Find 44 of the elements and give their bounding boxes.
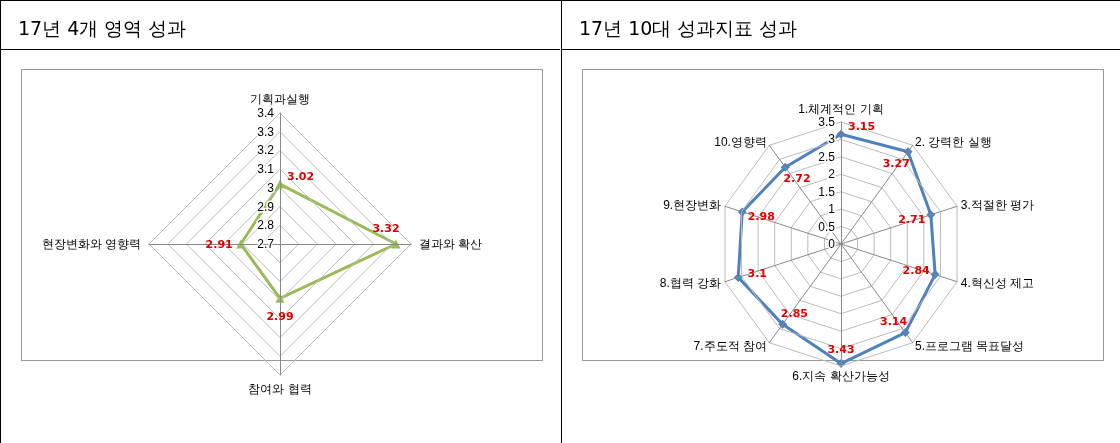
y-tick-label: 2.5 [818,149,836,164]
spoke-label: 기획과실행 [250,92,310,106]
y-tick-label: 3.3 [257,124,275,139]
y-tick-label: 0.5 [818,219,836,234]
data-label: 3.32 [372,221,400,235]
y-tick-label: 1.5 [818,184,836,199]
spoke-label: 현장변화와 영향력 [41,237,141,251]
data-label: 2.98 [747,209,775,223]
data-label: 3.14 [880,314,908,328]
data-label: 2.99 [266,309,294,323]
y-tick-label: 3.4 [257,106,275,120]
data-label: 3.43 [827,343,855,357]
data-label: 2.84 [902,263,931,277]
spoke-label: 1.체계적인 기획 [798,101,884,116]
y-tick-label: 3 [267,180,275,195]
y-tick-label: 3.2 [257,143,275,158]
spoke-label: 7.주도적 참여 [693,338,767,353]
spoke-label: 3.적절한 평가 [960,198,1035,213]
spoke-label: 9.현장변화 [663,198,722,213]
data-label: 3.15 [848,119,876,133]
spoke-label: 5.프로그램 목표달성 [915,338,1025,353]
spoke-label: 참여와 협력 [248,382,312,396]
data-label: 3.02 [287,169,315,183]
data-label: 3.27 [882,156,910,170]
y-tick-label: 0 [828,237,836,251]
data-label: 2.85 [780,306,808,320]
y-tick-label: 2 [828,167,836,182]
spoke-label: 4.혁신성 제고 [960,275,1035,290]
chart-title: 17년 10대 성과지표 성과 [579,16,798,39]
spoke-label: 6.지속 확산가능성 [792,369,890,383]
data-label: 3.1 [747,266,767,280]
spoke-label: 결과와 확산 [419,237,483,251]
y-tick-label: 1 [828,202,836,217]
spoke-label: 8.협력 강화 [659,275,722,290]
y-tick-label: 2.7 [257,237,275,251]
spoke-label: 2. 강력한 실행 [915,135,992,150]
y-tick-label: 3.1 [257,162,275,177]
spoke-label: 10.영향력 [714,135,767,150]
data-label: 2.71 [898,212,926,226]
chart-title: 17년 4개 영역 성과 [18,16,187,39]
y-tick-label: 2.8 [257,218,275,233]
data-label: 2.72 [783,172,811,186]
data-label: 2.91 [205,237,233,251]
y-tick-label: 3.5 [818,115,836,129]
